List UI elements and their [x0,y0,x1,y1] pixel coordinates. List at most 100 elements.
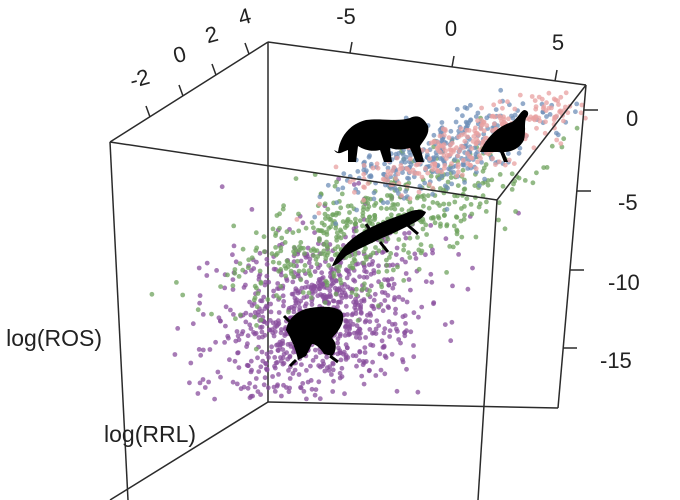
data-point [451,223,457,229]
data-point [352,305,358,310]
data-point [240,267,246,273]
data-point [401,156,406,162]
data-point [327,288,333,293]
data-point [467,118,473,123]
data-point [299,285,305,291]
data-point [333,278,339,283]
data-point [353,216,358,222]
data-point [418,250,424,256]
data-point [432,162,438,168]
data-point [384,268,390,274]
data-point [320,363,325,369]
data-point [225,272,230,278]
data-point [396,237,402,242]
data-point [517,92,523,98]
data-point [374,161,380,167]
data-point [251,297,257,303]
data-point [427,156,433,162]
data-point [465,134,471,140]
data-point [313,347,318,353]
data-point [245,265,251,271]
data-point [422,180,428,186]
data-point [298,277,304,283]
data-point [452,199,458,205]
data-point [454,173,460,179]
data-point [234,329,240,334]
data-point [274,323,280,329]
data-point [319,270,325,276]
data-point [362,350,368,355]
data-point [322,222,327,228]
data-point [444,222,450,228]
data-point [458,126,464,132]
lizard-silhouette-icon [332,209,426,266]
data-point [304,279,309,285]
data-point [574,101,580,107]
data-point [347,210,352,215]
data-point [385,236,391,242]
data-point [407,196,413,202]
data-point [465,161,471,166]
data-point [438,223,443,229]
data-point [308,264,314,270]
data-point [462,212,467,218]
data-point [454,106,460,112]
data-point [401,278,407,283]
data-point [419,219,424,225]
data-point [371,268,377,273]
data-point [316,379,322,385]
data-point [280,347,286,352]
data-point [454,228,460,234]
data-point [312,214,318,220]
data-point [309,302,315,307]
data-point [337,273,343,279]
data-point [326,263,332,268]
data-point [219,184,225,190]
data-point [456,134,462,140]
data-point [227,357,232,363]
data-point [407,199,413,205]
data-point [382,161,387,167]
data-point [196,265,202,271]
data-point [316,363,322,368]
data-point [344,268,350,274]
data-point [473,114,479,119]
data-point [337,348,343,353]
data-point [445,179,451,185]
data-point [482,176,487,182]
data-point [379,338,385,344]
data-point [407,235,413,241]
data-point [304,396,309,402]
data-point [344,328,349,334]
data-point [378,205,384,211]
data-point [388,185,394,191]
data-point [547,112,553,117]
data-point [344,275,350,281]
data-point [290,279,296,285]
data-point [364,269,369,275]
data-point [401,247,406,253]
data-point [489,177,495,183]
data-point [556,102,561,107]
data-point [357,274,362,279]
data-point [265,385,271,391]
data-point [334,230,340,236]
data-point [354,286,359,292]
data-point [249,207,255,212]
data-point [301,245,306,251]
data-point [423,166,428,171]
y-tick-labels: -2 0 2 4 [127,3,254,93]
data-point [362,281,367,287]
data-point [231,223,237,229]
data-point [302,251,307,256]
data-point [373,326,379,332]
data-point [435,214,441,220]
data-point [411,174,417,180]
data-point [470,265,475,271]
data-point [331,273,337,279]
data-point [291,309,297,315]
data-point [502,162,508,168]
data-point [357,218,363,224]
data-point [330,298,336,304]
data-point [457,148,462,154]
